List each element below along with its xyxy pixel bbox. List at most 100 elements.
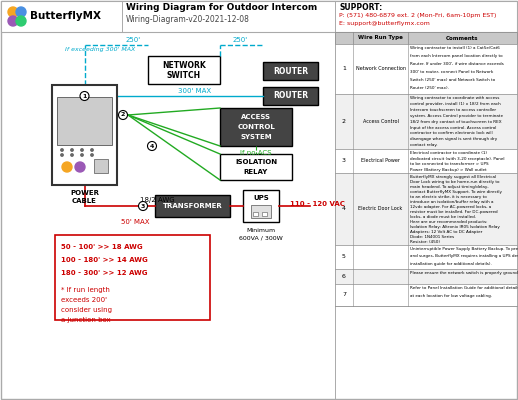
Circle shape [81,154,83,156]
Text: consider using: consider using [61,307,112,313]
Circle shape [138,202,148,210]
Text: to be connected to transformer > UPS: to be connected to transformer > UPS [410,162,488,166]
Text: 300' to router, connect Panel to Network: 300' to router, connect Panel to Network [410,70,493,74]
Text: locks, a diode must be installed.: locks, a diode must be installed. [410,215,476,219]
Bar [155,195,230,217]
Text: 250': 250' [125,37,140,43]
Text: RELAY: RELAY [244,169,268,175]
Text: Wiring-Diagram-v20-2021-12-08: Wiring-Diagram-v20-2021-12-08 [126,16,250,24]
Text: P: (571) 480-6879 ext. 2 (Mon-Fri, 6am-10pm EST): P: (571) 480-6879 ext. 2 (Mon-Fri, 6am-1… [339,12,496,18]
Text: Switch (250' max) and Network Switch to: Switch (250' max) and Network Switch to [410,78,495,82]
Text: 18/2 from dry contact of touchscreen to REX: 18/2 from dry contact of touchscreen to … [410,120,501,124]
Text: NETWORK: NETWORK [162,60,206,70]
Bar [220,154,292,180]
Text: contractor to confirm electronic lock will: contractor to confirm electronic lock wi… [410,132,493,136]
Text: 3: 3 [342,158,346,164]
Text: CAT 6: CAT 6 [93,103,112,109]
Text: to an electric strike, it is necessary to: to an electric strike, it is necessary t… [410,195,487,199]
Text: Wiring contractor to coordinate with access: Wiring contractor to coordinate with acc… [410,96,499,100]
Text: Comments: Comments [446,36,479,40]
Text: exceeds 200': exceeds 200' [61,297,107,303]
Text: installation guide for additional details).: installation guide for additional detail… [410,262,492,266]
Text: Access Control: Access Control [363,119,398,124]
Text: 600VA / 300W: 600VA / 300W [239,236,283,240]
Circle shape [80,92,89,100]
Bar [94,159,108,173]
Circle shape [75,162,85,172]
Text: 180 - 300' >> 12 AWG: 180 - 300' >> 12 AWG [61,270,148,276]
Text: Minimum: Minimum [247,228,276,232]
Text: * If run length: * If run length [61,287,110,293]
Text: SWITCH: SWITCH [167,70,201,80]
Bar [55,235,210,320]
Text: Wiring Diagram for Outdoor Intercom: Wiring Diagram for Outdoor Intercom [126,4,317,12]
Text: Power (Battery Backup) > Wall outlet: Power (Battery Backup) > Wall outlet [410,168,486,172]
Text: 12vdc adapter. For AC-powered locks, a: 12vdc adapter. For AC-powered locks, a [410,205,491,209]
Circle shape [119,110,127,120]
Text: E: support@butterflymx.com: E: support@butterflymx.com [339,20,430,26]
Text: 18/2 AWG: 18/2 AWG [140,197,175,203]
Text: at each location for low voltage cabling.: at each location for low voltage cabling… [410,294,492,298]
Text: contact relay.: contact relay. [410,143,438,147]
Text: ACCESS: ACCESS [241,114,271,120]
Text: ButterflyMX: ButterflyMX [30,11,101,21]
Circle shape [71,149,73,151]
Bar [52,85,117,185]
Text: control provider, install (1) x 18/2 from each: control provider, install (1) x 18/2 fro… [410,102,501,106]
Text: Adapters: 12 Volt AC to DC Adapter: Adapters: 12 Volt AC to DC Adapter [410,230,482,234]
Text: Electric Door Lock: Electric Door Lock [358,206,402,212]
Circle shape [16,16,26,26]
Text: 2: 2 [121,112,125,118]
Bar [335,269,517,284]
Text: Door Lock wiring to be home-run directly to: Door Lock wiring to be home-run directly… [410,180,499,184]
Bar [253,212,258,216]
Text: If exceeding 300' MAX: If exceeding 300' MAX [65,48,135,52]
Text: 300' MAX: 300' MAX [178,88,211,94]
Bar [148,56,220,84]
Text: 50 - 100' >> 18 AWG: 50 - 100' >> 18 AWG [61,244,142,250]
Text: Resistor: (450): Resistor: (450) [410,240,440,244]
Bar [335,284,517,306]
Bar [335,94,517,149]
Text: UPS: UPS [253,195,269,201]
Text: ROUTER: ROUTER [273,92,308,100]
Text: Isolation Relay: Altronix IR05 Isolation Relay: Isolation Relay: Altronix IR05 Isolation… [410,225,500,229]
Bar [263,87,318,105]
Text: 6: 6 [342,274,346,279]
Text: disengage when signal is sent through dry: disengage when signal is sent through dr… [410,137,497,141]
Text: 1: 1 [342,66,346,72]
Text: 100 - 180' >> 14 AWG: 100 - 180' >> 14 AWG [61,257,148,263]
Text: SUPPORT:: SUPPORT: [339,2,382,12]
Text: 4: 4 [342,206,346,212]
Text: introduce an isolation/buffer relay with a: introduce an isolation/buffer relay with… [410,200,494,204]
Text: a junction box: a junction box [61,317,111,323]
Text: Refer to Panel Installation Guide for additional details. Leave 6' service loop: Refer to Panel Installation Guide for ad… [410,286,518,290]
Bar [335,173,517,245]
Circle shape [81,149,83,151]
Text: CABLE: CABLE [72,198,97,204]
Bar [251,205,271,218]
Bar [220,108,292,146]
Text: 3: 3 [141,204,145,208]
Text: Uninterruptible Power Supply Battery Backup. To prevent voltage drops: Uninterruptible Power Supply Battery Bac… [410,247,518,251]
Text: ISOLATION: ISOLATION [235,159,277,165]
Bar [335,245,517,269]
Text: dedicated circuit (with 3-20 receptacle). Panel: dedicated circuit (with 3-20 receptacle)… [410,156,505,160]
Text: 2: 2 [342,119,346,124]
Text: contact ButterflyMX Support. To wire directly: contact ButterflyMX Support. To wire dir… [410,190,502,194]
Circle shape [148,142,156,150]
Text: 4: 4 [150,144,154,148]
Text: If no ACS: If no ACS [240,150,272,156]
Circle shape [8,16,18,26]
Circle shape [62,162,72,172]
Circle shape [91,154,93,156]
Bar [262,212,267,216]
Bar [263,62,318,80]
Text: Please ensure the network switch is properly grounded.: Please ensure the network switch is prop… [410,271,518,275]
Text: 5: 5 [342,254,346,260]
Text: and surges, ButterflyMX requires installing a UPS device (see panel: and surges, ButterflyMX requires install… [410,254,518,258]
Text: ButterflyMX strongly suggest all Electrical: ButterflyMX strongly suggest all Electri… [410,175,496,179]
Circle shape [61,149,63,151]
Circle shape [61,154,63,156]
Bar [1,1,517,32]
